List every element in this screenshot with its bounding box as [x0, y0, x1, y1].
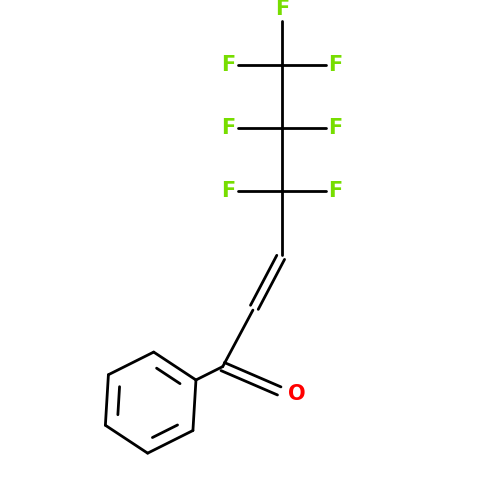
Text: F: F	[222, 118, 235, 138]
Text: F: F	[222, 182, 235, 202]
Text: F: F	[328, 118, 343, 138]
Text: F: F	[328, 182, 343, 202]
Text: F: F	[222, 54, 235, 74]
Text: F: F	[328, 54, 343, 74]
Text: O: O	[288, 384, 306, 404]
Text: F: F	[275, 0, 289, 19]
